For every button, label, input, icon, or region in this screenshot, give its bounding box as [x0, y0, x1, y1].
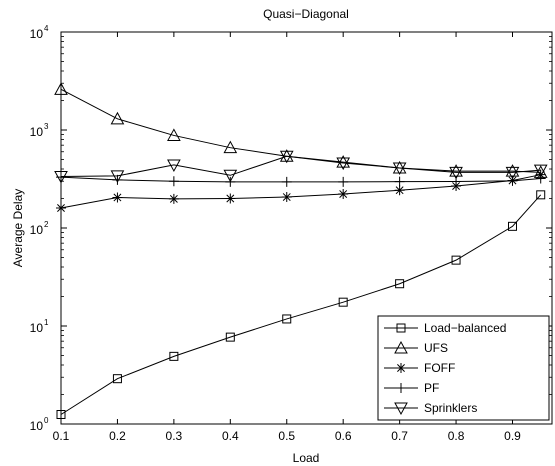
x-tick-label: 0.8: [448, 429, 465, 443]
marker-square: [396, 323, 406, 333]
legend-label: Sprinklers: [424, 401, 477, 415]
series-square: [56, 190, 546, 420]
y-tick-label: 10: [30, 125, 44, 139]
y-tick-exponent: 0: [44, 416, 49, 425]
marker-star: [338, 189, 349, 200]
marker-square: [169, 351, 179, 361]
x-tick-label: 0.5: [278, 429, 295, 443]
marker-plus: [338, 176, 349, 187]
marker-triangle-down: [167, 159, 181, 172]
series-layer: [54, 82, 548, 420]
series-line: [60, 194, 542, 415]
marker-square: [56, 410, 66, 420]
legend-entry: FOFF: [384, 361, 455, 375]
marker-square: [507, 221, 517, 231]
marker-square: [112, 374, 122, 384]
marker-triangle-down: [279, 150, 294, 164]
x-tick-label: 0.9: [504, 429, 521, 443]
marker-plus: [396, 383, 406, 393]
marker-triangle-down: [110, 170, 125, 183]
x-tick-label: 0.3: [166, 429, 183, 443]
legend-label: PF: [424, 381, 439, 395]
y-tick-exponent: 3: [44, 122, 49, 131]
y-tick-label: 10: [30, 321, 44, 335]
marker-square: [451, 255, 461, 265]
marker-triangle-up: [394, 340, 408, 354]
y-tick-exponent: 2: [44, 220, 49, 229]
marker-triangle-down: [392, 162, 407, 175]
series-plus: [56, 172, 546, 187]
marker-square: [338, 297, 348, 307]
marker-star: [112, 192, 123, 203]
marker-plus: [168, 176, 179, 187]
marker-triangle-up: [110, 111, 125, 125]
marker-triangle-down: [54, 171, 68, 184]
marker-plus: [281, 176, 292, 187]
y-tick-label: 10: [30, 27, 44, 41]
marker-triangle-up: [167, 128, 181, 141]
marker-star: [394, 185, 405, 196]
marker-triangle-down: [449, 166, 463, 180]
y-axis-label: Average Delay: [11, 189, 25, 268]
marker-plus: [394, 176, 405, 187]
marker-star: [396, 363, 406, 373]
marker-square: [395, 279, 405, 289]
marker-square: [536, 190, 546, 200]
legend-label: UFS: [424, 341, 448, 355]
x-tick-label: 0.2: [109, 429, 126, 443]
legend-entry: UFS: [384, 340, 448, 355]
axis-ticks: 0.1 0.2 0.3 0.4 0.5 0.6 0.7 0.8 0.910 010 110 210 31…: [30, 24, 552, 443]
legend-entry: Load−balanced: [384, 321, 506, 335]
series-triangle-down: [54, 150, 548, 184]
chart-title: Quasi−Diagonal: [263, 7, 349, 21]
marker-star: [225, 193, 236, 204]
marker-triangle-up: [449, 164, 463, 177]
marker-triangle-up: [336, 155, 351, 168]
marker-triangle-down: [533, 164, 548, 178]
marker-triangle-down: [505, 166, 520, 180]
y-tick-exponent: 1: [44, 318, 49, 327]
series-line: [60, 176, 541, 183]
legend-entry: Sprinklers: [384, 401, 477, 416]
marker-star: [56, 202, 66, 213]
marker-triangle-up: [223, 140, 238, 154]
marker-star: [168, 193, 179, 204]
marker-triangle-up: [54, 82, 68, 95]
x-tick-label: 0.7: [391, 429, 408, 443]
marker-plus: [112, 174, 123, 185]
marker-square: [225, 332, 235, 342]
y-tick-exponent: 4: [44, 24, 49, 33]
y-tick-label: 10: [30, 419, 44, 433]
x-tick-label: 0.4: [222, 429, 239, 443]
marker-triangle-down: [336, 157, 351, 171]
marker-star: [281, 192, 292, 203]
x-tick-label: 0.1: [53, 429, 70, 443]
y-tick-label: 10: [30, 223, 44, 237]
marker-triangle-down: [223, 169, 238, 183]
marker-triangle-down: [394, 402, 408, 416]
series-line: [60, 174, 541, 209]
legend-entry: PF: [384, 381, 439, 395]
legend-label: Load−balanced: [424, 321, 506, 335]
x-tick-label: 0.6: [335, 429, 352, 443]
series-line: [60, 155, 541, 178]
legend: Load−balanced UFS FOFF PF Sprinklers: [377, 315, 550, 421]
x-axis-label: Load: [293, 451, 320, 465]
legend-label: FOFF: [424, 361, 455, 375]
marker-square: [282, 314, 292, 324]
